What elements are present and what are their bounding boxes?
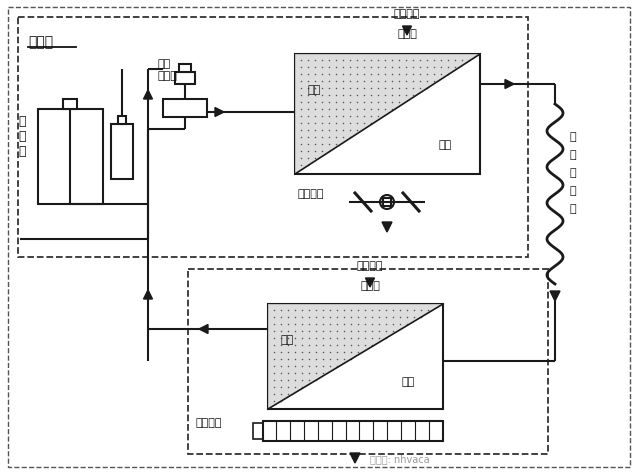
Text: 室外机: 室外机 [28,35,53,49]
Bar [175,73,195,85]
Bar [268,304,443,409]
Bar [179,65,191,73]
Bar [263,421,443,441]
Polygon shape [268,304,443,409]
Text: 气体: 气体 [307,85,320,95]
Polygon shape [350,453,360,463]
Polygon shape [382,223,392,232]
Polygon shape [365,278,374,288]
Bar [38,110,103,205]
Bar [188,269,548,454]
Polygon shape [403,27,412,36]
Text: 液体: 液体 [438,140,451,149]
Text: 压: 压 [18,115,26,128]
Polygon shape [143,290,152,299]
Text: 室外空气: 室外空气 [394,9,420,19]
Text: 毛: 毛 [569,168,575,178]
Text: 气体: 气体 [280,334,293,344]
Circle shape [380,196,394,209]
Text: 四通阀: 四通阀 [157,71,177,81]
Text: 电磁: 电磁 [157,59,170,69]
Text: 冷: 冷 [569,149,575,159]
Polygon shape [295,55,480,175]
Text: 细: 细 [569,186,575,196]
Text: 管: 管 [569,204,575,214]
Bar [118,117,126,125]
Bar [111,125,133,179]
Text: 制: 制 [569,132,575,142]
Bar [18,18,528,258]
Bar [163,100,207,118]
Bar [383,198,391,207]
Polygon shape [215,108,224,117]
Bar [253,423,263,439]
Polygon shape [505,80,514,89]
Text: 室内空气: 室内空气 [356,260,383,270]
Bar [295,55,480,175]
Text: 机: 机 [18,145,26,158]
Text: 公众号: nhvaca: 公众号: nhvaca [370,453,430,463]
Text: 冷凝器: 冷凝器 [397,29,417,39]
Text: 蒸发器: 蒸发器 [360,280,380,290]
Text: 液体: 液体 [401,376,414,386]
Polygon shape [550,291,560,301]
Polygon shape [143,91,152,100]
Text: 缩: 缩 [18,130,26,143]
Polygon shape [199,325,208,334]
Text: 贯流风机: 贯流风机 [195,417,221,427]
Text: 轴流风机: 轴流风机 [297,188,323,198]
Bar [63,100,77,110]
